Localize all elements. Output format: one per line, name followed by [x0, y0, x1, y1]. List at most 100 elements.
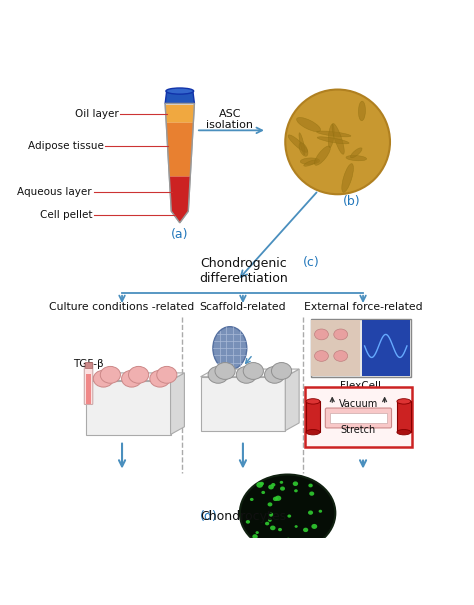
- Ellipse shape: [246, 520, 250, 524]
- Ellipse shape: [314, 146, 330, 165]
- Ellipse shape: [317, 137, 349, 144]
- Ellipse shape: [274, 540, 280, 544]
- Bar: [306, 401, 320, 432]
- Ellipse shape: [252, 534, 258, 539]
- Ellipse shape: [294, 525, 298, 528]
- Ellipse shape: [269, 512, 273, 517]
- Ellipse shape: [150, 370, 170, 387]
- Ellipse shape: [240, 474, 335, 552]
- Ellipse shape: [332, 123, 344, 154]
- Bar: [330, 413, 387, 423]
- Polygon shape: [201, 369, 299, 377]
- Text: Vacuum: Vacuum: [339, 399, 378, 408]
- Ellipse shape: [315, 329, 328, 340]
- Text: (c): (c): [303, 255, 320, 269]
- Polygon shape: [201, 377, 285, 431]
- Bar: [310, 319, 411, 377]
- Ellipse shape: [288, 135, 308, 152]
- Ellipse shape: [293, 482, 298, 486]
- Ellipse shape: [311, 524, 317, 529]
- Ellipse shape: [358, 101, 365, 121]
- FancyBboxPatch shape: [325, 408, 392, 428]
- Polygon shape: [165, 91, 194, 103]
- Ellipse shape: [280, 481, 283, 484]
- Ellipse shape: [287, 514, 291, 518]
- Ellipse shape: [166, 88, 194, 94]
- Ellipse shape: [299, 143, 308, 156]
- Bar: [85, 362, 92, 368]
- Text: (a): (a): [171, 228, 189, 241]
- Ellipse shape: [128, 367, 149, 383]
- Polygon shape: [165, 103, 194, 223]
- Bar: [311, 320, 360, 376]
- Ellipse shape: [270, 526, 275, 530]
- Ellipse shape: [267, 502, 273, 506]
- Ellipse shape: [294, 489, 298, 492]
- Ellipse shape: [255, 531, 259, 534]
- Text: Oil layer: Oil layer: [75, 109, 119, 119]
- Text: Chondrocytes: Chondrocytes: [200, 511, 286, 523]
- Ellipse shape: [301, 158, 319, 165]
- Ellipse shape: [121, 370, 142, 387]
- Ellipse shape: [299, 132, 305, 155]
- Bar: [86, 374, 91, 404]
- Bar: [305, 387, 411, 447]
- Ellipse shape: [213, 327, 247, 370]
- Ellipse shape: [334, 350, 347, 361]
- Bar: [397, 401, 411, 432]
- Text: Aqueous layer: Aqueous layer: [18, 187, 92, 197]
- Ellipse shape: [319, 510, 322, 513]
- Ellipse shape: [346, 155, 366, 161]
- Ellipse shape: [261, 491, 265, 494]
- Ellipse shape: [294, 539, 298, 542]
- Text: Chondrogenic
differentiation: Chondrogenic differentiation: [200, 257, 288, 286]
- Ellipse shape: [100, 367, 120, 383]
- Text: Adipose tissue: Adipose tissue: [27, 141, 103, 151]
- Ellipse shape: [157, 367, 177, 383]
- Ellipse shape: [304, 160, 317, 166]
- Text: (d): (d): [200, 511, 218, 523]
- Ellipse shape: [342, 163, 354, 192]
- Ellipse shape: [306, 430, 320, 435]
- Ellipse shape: [397, 399, 411, 404]
- Text: TGF-β: TGF-β: [73, 359, 103, 369]
- Ellipse shape: [268, 485, 274, 489]
- Ellipse shape: [350, 148, 362, 158]
- FancyBboxPatch shape: [84, 363, 93, 405]
- Ellipse shape: [260, 482, 264, 485]
- Text: Cell pellet: Cell pellet: [39, 210, 92, 220]
- Text: Scaffold-related: Scaffold-related: [200, 302, 286, 312]
- Ellipse shape: [306, 399, 320, 404]
- Ellipse shape: [272, 362, 292, 379]
- Ellipse shape: [303, 528, 308, 532]
- Text: External force-related: External force-related: [304, 302, 422, 312]
- Polygon shape: [169, 177, 190, 223]
- Bar: [362, 320, 410, 376]
- Ellipse shape: [280, 486, 285, 491]
- Polygon shape: [171, 373, 184, 434]
- Ellipse shape: [297, 117, 320, 132]
- Ellipse shape: [308, 483, 313, 488]
- Ellipse shape: [309, 491, 314, 495]
- Ellipse shape: [328, 124, 334, 148]
- Ellipse shape: [215, 362, 235, 379]
- Polygon shape: [166, 123, 193, 177]
- Text: FlexCell: FlexCell: [340, 381, 381, 391]
- Ellipse shape: [250, 498, 254, 501]
- Ellipse shape: [273, 497, 278, 501]
- Ellipse shape: [208, 367, 228, 383]
- Ellipse shape: [317, 131, 351, 137]
- Polygon shape: [86, 381, 171, 434]
- Ellipse shape: [268, 518, 272, 522]
- Ellipse shape: [237, 367, 256, 383]
- Ellipse shape: [256, 482, 263, 488]
- Ellipse shape: [264, 367, 285, 383]
- Ellipse shape: [278, 528, 282, 531]
- Ellipse shape: [271, 483, 275, 486]
- Ellipse shape: [334, 329, 347, 340]
- Text: (b): (b): [343, 195, 360, 209]
- Ellipse shape: [397, 430, 411, 435]
- Ellipse shape: [315, 350, 328, 361]
- Ellipse shape: [308, 511, 313, 515]
- Ellipse shape: [265, 522, 269, 525]
